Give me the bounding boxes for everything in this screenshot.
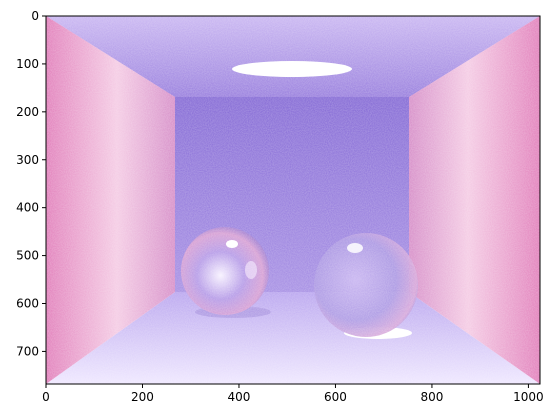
x-axis: 0 200 400 600 800 1000: [42, 384, 544, 404]
y-tick-label: 300: [16, 153, 39, 167]
y-tick-label: 500: [16, 249, 39, 263]
y-tick-label: 200: [16, 105, 39, 119]
x-tick-label: 600: [324, 390, 347, 404]
x-tick-label: 800: [420, 390, 443, 404]
rendered-scene: [46, 16, 540, 384]
y-tick-label: 400: [16, 201, 39, 215]
x-tick-label: 400: [228, 390, 251, 404]
y-axis: 0 100 200 300 400 500 600 700: [16, 9, 46, 358]
render-noise: [46, 16, 540, 384]
y-tick-label: 600: [16, 297, 39, 311]
y-tick-label: 100: [16, 57, 39, 71]
x-tick-label: 0: [42, 390, 50, 404]
x-tick-label: 1000: [513, 390, 544, 404]
y-tick-label: 700: [16, 344, 39, 358]
x-tick-label: 200: [131, 390, 154, 404]
axes-frame: [45, 15, 541, 385]
y-tick-label: 0: [31, 9, 39, 23]
